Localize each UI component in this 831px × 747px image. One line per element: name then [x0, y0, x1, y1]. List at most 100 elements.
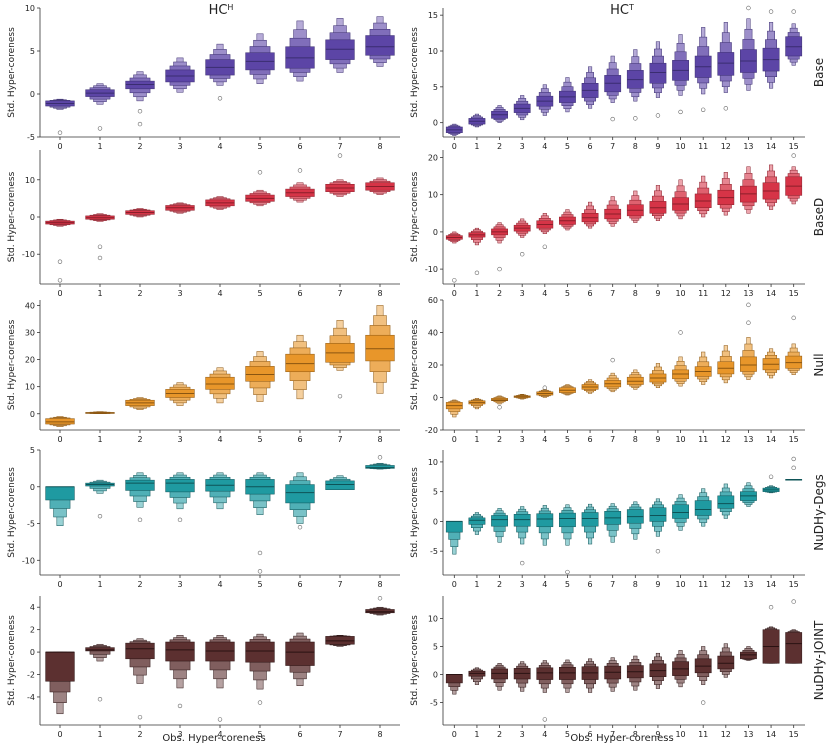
y-tick-label: 10 — [25, 4, 35, 13]
boxen-level-3 — [45, 486, 75, 501]
boxen-Null-right-14 — [762, 348, 780, 379]
boxen-Base-left-8 — [365, 16, 395, 67]
x-tick-label: 0 — [57, 289, 62, 298]
y-tick-label: 20 — [428, 153, 438, 162]
y-axis-label: Std. Hyper-coreness — [410, 171, 420, 262]
boxen-Base-left-3 — [165, 57, 195, 93]
boxen-NuDHy-Degs-right-1 — [468, 512, 486, 535]
x-tick-label: 1 — [97, 580, 102, 589]
x-tick-label: 15 — [789, 142, 799, 151]
y-tick-label: 20 — [428, 361, 438, 370]
x-tick-label: 11 — [698, 289, 708, 298]
boxen-NuDHy-Degs-right-12 — [717, 483, 735, 519]
y-tick-label: 4 — [30, 603, 35, 612]
boxen-Null-right-8 — [626, 369, 644, 390]
row-label: Null — [812, 353, 826, 376]
x-tick-label: 12 — [721, 435, 731, 444]
x-tick-label: 5 — [257, 580, 262, 589]
boxen-NuDHy-JOINT-left-8 — [365, 596, 395, 616]
y-axis-label: Std. Hyper-coreness — [7, 615, 17, 706]
boxen-level-3 — [740, 651, 757, 660]
x-tick-label: 15 — [789, 435, 799, 444]
x-tick-label: 5 — [565, 289, 570, 298]
x-tick-label: 7 — [610, 580, 615, 589]
boxen-level-3 — [468, 517, 486, 525]
boxen-NuDHy-Degs-right-0 — [445, 520, 463, 555]
outlier-point — [700, 700, 706, 705]
boxen-NuDHy-JOINT-right-2 — [491, 663, 508, 691]
x-tick-label: 5 — [257, 435, 262, 444]
x-tick-label: 3 — [177, 580, 182, 589]
boxen-Base-right-10 — [672, 34, 689, 115]
x-tick-label: 0 — [452, 435, 457, 444]
boxen-Base-right-0 — [445, 123, 463, 136]
x-tick-label: 7 — [337, 580, 342, 589]
boxen-NuDHy-JOINT-left-1 — [85, 643, 115, 702]
boxen-Base-left-1 — [85, 83, 115, 131]
boxen-BaseD-right-4 — [536, 213, 554, 249]
y-tick-label: -5 — [27, 520, 35, 529]
outlier-point — [542, 244, 548, 249]
boxen-NuDHy-JOINT-right-1 — [468, 667, 486, 685]
y-tick-label: 0 — [433, 517, 438, 526]
x-tick-label: 2 — [137, 580, 142, 589]
outlier-point — [97, 126, 103, 131]
boxen-BaseD-left-3 — [165, 202, 195, 214]
x-tick-label: 3 — [520, 142, 525, 151]
boxen-Base-left-0 — [45, 98, 75, 135]
y-tick-label: 10 — [25, 383, 35, 392]
boxen-level-3 — [536, 667, 554, 680]
y-tick-label: 10 — [428, 47, 438, 56]
x-tick-label: 2 — [497, 730, 502, 739]
boxen-NuDHy-Degs-right-6 — [581, 503, 599, 545]
boxen-NuDHy-JOINT-right-14 — [762, 605, 780, 664]
x-tick-label: 0 — [452, 289, 457, 298]
y-tick-label: 5 — [30, 47, 35, 56]
x-tick-label: 5 — [565, 730, 570, 739]
boxen-NuDHy-JOINT-right-3 — [513, 661, 531, 692]
x-tick-label: 14 — [766, 289, 776, 298]
boxen-Null-left-7 — [325, 320, 355, 399]
x-tick-label: 7 — [337, 289, 342, 298]
boxen-BaseD-left-1 — [85, 213, 115, 261]
y-tick-label: 2 — [30, 626, 35, 635]
boxen-NuDHy-Degs-right-9 — [649, 498, 667, 554]
x-tick-label: 6 — [588, 730, 593, 739]
boxen-level-3 — [325, 636, 355, 645]
x-tick-label: 10 — [675, 730, 685, 739]
x-tick-label: 2 — [137, 435, 142, 444]
row-label: NuDHy-JOINT — [812, 620, 826, 700]
outlier-point — [542, 385, 548, 390]
x-tick-label: 14 — [766, 580, 776, 589]
boxen-Null-left-3 — [165, 382, 195, 406]
boxen-NuDHy-Degs-left-2 — [125, 472, 155, 523]
x-tick-label: 1 — [97, 435, 102, 444]
x-tick-label: 4 — [542, 435, 547, 444]
boxen-NuDHy-JOINT-left-4 — [205, 635, 235, 722]
outlier-point — [177, 703, 183, 709]
boxen-NuDHy-JOINT-right-9 — [649, 652, 667, 689]
boxen-Null-left-5 — [245, 351, 275, 402]
column-title-sup: T — [628, 3, 634, 12]
outlier-point — [137, 714, 143, 720]
boxen-BaseD-left-0 — [45, 218, 75, 283]
x-tick-label: 10 — [675, 580, 685, 589]
y-tick-label: 0 — [433, 671, 438, 680]
boxen-Null-left-2 — [125, 397, 155, 410]
y-tick-label: 40 — [428, 329, 438, 338]
x-tick-label: 8 — [377, 580, 382, 589]
x-tick-label: 7 — [610, 289, 615, 298]
outlier-point — [633, 116, 638, 121]
boxen-level-3 — [672, 504, 689, 519]
outlier-point — [97, 244, 103, 249]
x-tick-label: 6 — [588, 435, 593, 444]
x-tick-label: 2 — [497, 580, 502, 589]
y-axis-label: Std. Hyper-coreness — [7, 27, 17, 118]
column-title-hc-h: HCH — [209, 3, 234, 19]
boxen-level-3 — [245, 641, 275, 663]
outlier-point — [97, 513, 103, 519]
x-tick-label: 15 — [789, 580, 799, 589]
outlier-point — [791, 9, 796, 14]
